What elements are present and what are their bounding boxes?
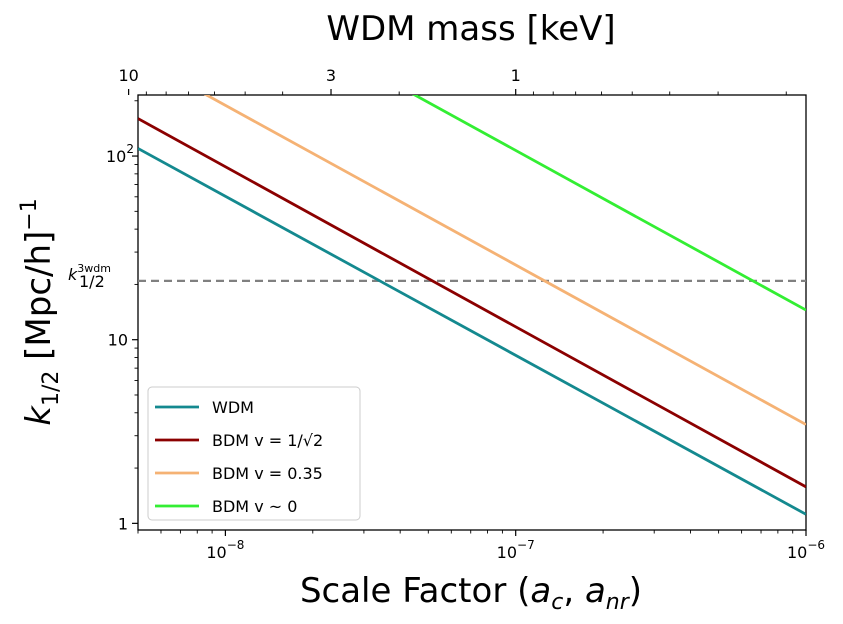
- series-line: [138, 147, 806, 516]
- reference-label-k: k: [68, 265, 78, 284]
- legend-label: BDM v ~ 0: [212, 497, 297, 516]
- x-axis-label-a1: a: [530, 571, 551, 611]
- x-tick-label: 10−8: [206, 538, 244, 562]
- y-axis-label-unit: [Mpc/h]: [19, 231, 59, 371]
- y-tick-label: 10: [108, 331, 128, 350]
- x-axis-label-c: c: [551, 590, 563, 615]
- y-tick-label: 102: [106, 142, 134, 166]
- x-axis-label-text: Scale Factor (: [300, 571, 530, 611]
- legend-box: [147, 386, 361, 521]
- x-axis-label-a2: a: [585, 571, 606, 611]
- x-tick-label: 10−7: [497, 538, 535, 562]
- legend-label: BDM v = 1/√2: [212, 431, 323, 450]
- legend: WDM BDM v = 1/√2 BDM v = 0.35 BDM v ~ 0: [147, 386, 361, 521]
- series-line: [138, 117, 806, 489]
- top-tick-label: 3: [326, 66, 336, 85]
- x-axis-label-comma: ,: [563, 571, 585, 611]
- y-axis-label-sup: −1: [17, 198, 42, 230]
- series-line: [203, 95, 806, 426]
- top-tick-label: 1: [511, 66, 521, 85]
- x-axis-label: Scale Factor (ac, anr): [300, 571, 642, 615]
- y-tick-label: 1: [118, 514, 128, 533]
- reference-label-sub: 1/2: [79, 272, 105, 291]
- y-axis-label: k1/2 [Mpc/h]−1: [17, 198, 64, 426]
- top-axis-title: WDM mass [keV]: [326, 9, 615, 49]
- legend-label: BDM v = 0.35: [212, 464, 323, 483]
- top-tick-label: 10: [118, 66, 138, 85]
- x-tick-label: 10−6: [787, 538, 825, 562]
- reference-label-sup: 3wdm: [77, 262, 111, 275]
- x-axis-label-close: ): [629, 571, 642, 611]
- reference-line-label: k3wdm: [68, 262, 111, 284]
- plot-frame: [137, 94, 807, 531]
- legend-label: WDM: [212, 398, 254, 417]
- series-line: [411, 95, 806, 312]
- y-axis-label-k: k: [19, 405, 59, 426]
- x-axis-label-nr: nr: [606, 590, 631, 615]
- y-axis-label-sub: 1/2: [39, 371, 64, 406]
